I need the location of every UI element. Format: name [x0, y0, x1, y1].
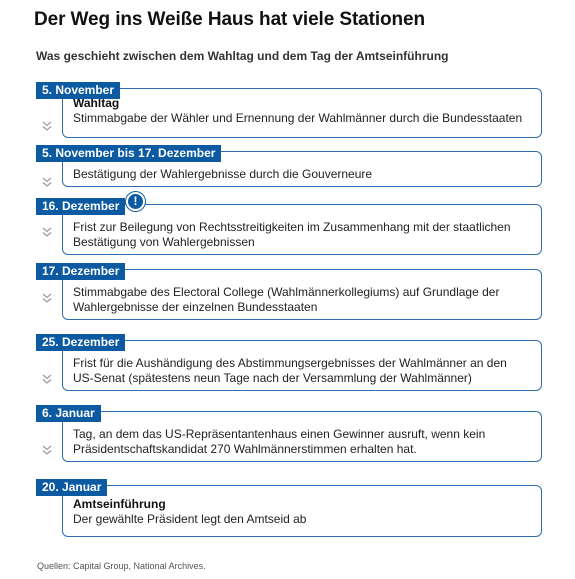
double-chevron-down-icon	[41, 226, 53, 238]
station-text: Stimmabgabe des Electoral College (Wahlm…	[73, 285, 533, 315]
date-label: 16. Dezember	[36, 198, 126, 215]
page-subtitle: Was geschieht zwischen dem Wahltag und d…	[36, 49, 449, 63]
station-text: Wahltag Stimmabgabe der Wähler und Ernenn…	[73, 96, 533, 126]
date-label: 5. November	[36, 82, 121, 99]
double-chevron-down-icon	[41, 120, 53, 132]
station-description-line: Frist für die Aushändigung des Abstimmun…	[73, 356, 507, 370]
station-description-line: Stimmabgabe des Electoral College (Wahlm…	[73, 285, 500, 299]
station-description-line: Bestätigung der Wahlergebnisse durch die…	[73, 167, 373, 181]
station-description-line: Tag, an dem das US-Repräsentantenhaus ei…	[73, 427, 486, 441]
station-card: Stimmabgabe des Electoral College (Wahlm…	[62, 269, 542, 320]
date-label: 6. Januar	[36, 405, 101, 422]
station-text: Tag, an dem das US-Repräsentantenhaus ei…	[73, 427, 533, 457]
station-description-line: Frist zur Beilegung von Rechtsstreitigke…	[73, 220, 511, 234]
date-label: 17. Dezember	[36, 263, 126, 280]
exclamation-circle-icon: !	[126, 192, 145, 211]
station-description-line: US-Senat (spätestens neun Tage nach der …	[73, 371, 472, 385]
station-text: Frist für die Aushändigung des Abstimmun…	[73, 356, 533, 386]
station-heading: Wahltag	[73, 96, 120, 110]
date-label: 5. November bis 17. Dezember	[36, 145, 222, 162]
double-chevron-down-icon	[41, 176, 53, 188]
date-label: 20. Januar	[36, 479, 108, 496]
station-description-line: Der gewählte Präsident legt den Amtseid …	[73, 512, 307, 526]
station-card: Frist für die Aushändigung des Abstimmun…	[62, 340, 542, 391]
station-text: Amtseinführung Der gewählte Präsident leg…	[73, 497, 533, 527]
station-card: Frist zur Beilegung von Rechtsstreitigke…	[62, 204, 542, 255]
double-chevron-down-icon	[41, 292, 53, 304]
station-card: Amtseinführung Der gewählte Präsident leg…	[62, 485, 542, 537]
station-description-line: Wahlergebnisse der einzelnen Bundesstaat…	[73, 300, 318, 314]
station-card: Wahltag Stimmabgabe der Wähler und Ernenn…	[62, 88, 542, 138]
station-card: Bestätigung der Wahlergebnisse durch die…	[62, 151, 542, 187]
station-description-line: Stimmabgabe der Wähler und Ernennung der…	[73, 111, 523, 125]
station-text: Frist zur Beilegung von Rechtsstreitigke…	[73, 220, 533, 250]
station-text: Bestätigung der Wahlergebnisse durch die…	[73, 167, 533, 182]
station-heading: Amtseinführung	[73, 497, 166, 511]
station-description-line: Bestätigung von Wahlergebnissen	[73, 235, 255, 249]
source-note: Quellen: Capital Group, National Archive…	[37, 561, 206, 571]
page-title: Der Weg ins Weiße Haus hat viele Station…	[34, 9, 426, 30]
date-label: 25. Dezember	[36, 334, 126, 351]
double-chevron-down-icon	[41, 373, 53, 385]
double-chevron-down-icon	[41, 444, 53, 456]
station-card: Tag, an dem das US-Repräsentantenhaus ei…	[62, 411, 542, 462]
station-description-line: Präsidentschaftskandidat 270 Wahlmänners…	[73, 442, 417, 456]
